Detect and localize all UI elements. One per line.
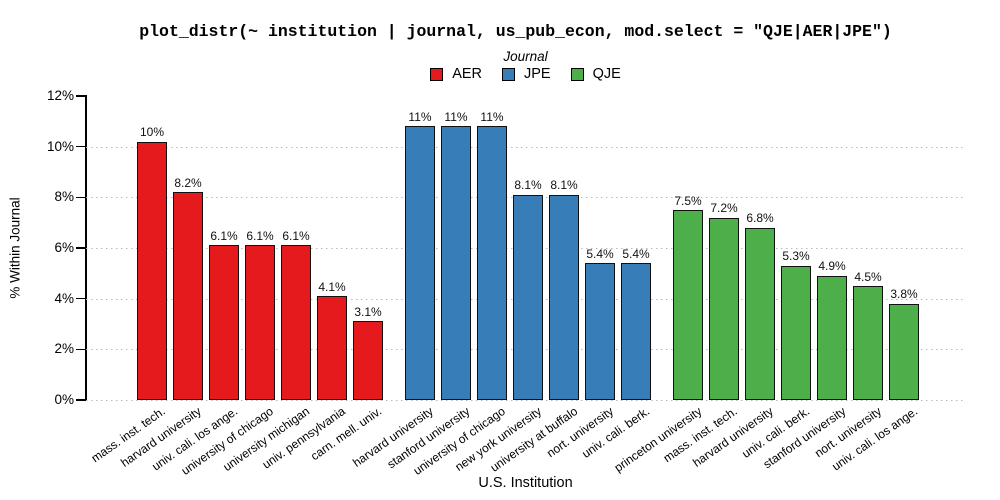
bar: [513, 194, 543, 400]
bar-value-label: 4.9%: [818, 259, 846, 274]
bar: [209, 245, 239, 400]
legend-label: QJE: [592, 66, 621, 82]
x-axis-title: U.S. Institution: [478, 475, 573, 491]
bar-value-label: 5.4%: [622, 246, 650, 261]
y-tick-label: 10%: [46, 138, 74, 154]
legend-swatch-jpe: [502, 67, 516, 81]
bar-value-label: 11%: [408, 109, 432, 124]
bar-value-label: 8.1%: [550, 178, 578, 193]
bar-value-label: 3.1%: [354, 304, 382, 319]
y-tick-label: 4%: [54, 290, 74, 306]
y-tick-label: 6%: [54, 240, 74, 255]
y-tick-label: 0%: [54, 392, 74, 407]
bar: [889, 303, 919, 400]
bar: [441, 126, 471, 400]
bar-value-label: 8.1%: [514, 178, 542, 193]
bar-value-label: 5.4%: [586, 246, 614, 261]
bar: [709, 217, 739, 400]
legend: Journal AER JPE QJE: [86, 49, 965, 82]
plot-region: 0% 2% 4% 6% 8% 10% 12% 10% 8.2% 6.1% 6.1% 6.1% 4.1% 3…: [47, 88, 965, 407]
y-tick: [76, 399, 86, 401]
legend-item-jpe: JPE: [502, 66, 551, 82]
gridline: [86, 146, 965, 148]
legend-swatch-qje: [570, 67, 584, 81]
legend-label: JPE: [524, 66, 551, 82]
legend-row: AER JPE QJE: [86, 66, 965, 82]
y-tick: [76, 145, 86, 148]
y-axis-title: % Within Journal: [7, 197, 23, 299]
bar: [853, 286, 883, 400]
y-tick-label: 12%: [46, 88, 74, 103]
chart-title: plot_distr(~ institution | journal, us_p…: [139, 22, 892, 41]
bar: [549, 194, 579, 400]
bar-value-label: 4.1%: [318, 279, 346, 294]
bar: [317, 296, 347, 400]
bar: [137, 141, 167, 400]
bar: [405, 126, 435, 400]
bar-value-label: 7.2%: [710, 201, 738, 216]
y-tick: [76, 196, 86, 199]
bar-value-label: 8.2%: [174, 175, 202, 190]
y-tick: [76, 297, 86, 300]
y-tick-label: 8%: [54, 189, 74, 205]
legend-item-qje: QJE: [570, 66, 621, 82]
bar: [745, 227, 775, 400]
bar-value-label: 11%: [480, 109, 504, 124]
legend-swatch-aer: [430, 67, 444, 81]
bar: [173, 192, 203, 400]
y-tick-label: 2%: [54, 341, 74, 357]
bar-value-label: 10%: [139, 125, 165, 140]
bar-value-label: 7.5%: [674, 193, 702, 208]
gridline: [86, 400, 965, 401]
bar: [281, 245, 311, 400]
bar: [245, 245, 275, 400]
bar-value-label: 4.5%: [854, 269, 882, 284]
bar-value-label: 11%: [444, 109, 468, 124]
bar: [673, 210, 703, 400]
bar-value-label: 6.1%: [246, 228, 274, 243]
bar-value-label: 6.1%: [210, 228, 238, 243]
y-tick: [76, 95, 86, 97]
bar: [781, 265, 811, 400]
bar: [353, 321, 383, 400]
y-tick: [76, 348, 86, 351]
bar-value-label: 6.8%: [746, 211, 774, 226]
legend-title: Journal: [503, 49, 548, 64]
bar: [585, 263, 615, 400]
bar: [621, 263, 651, 400]
legend-label: AER: [452, 66, 483, 82]
bar-value-label: 3.8%: [890, 287, 918, 302]
bar: [817, 275, 847, 400]
y-tick: [76, 247, 86, 249]
bar: [477, 126, 507, 400]
bar-value-label: 5.3%: [782, 249, 810, 264]
legend-item-aer: AER: [430, 66, 482, 82]
bar-value-label: 6.1%: [282, 228, 310, 243]
